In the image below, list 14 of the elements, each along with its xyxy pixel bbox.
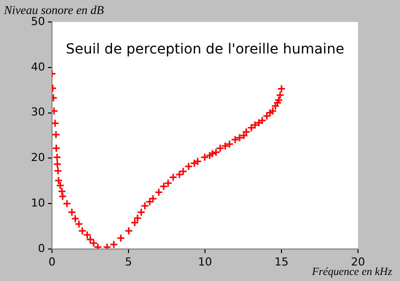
annotation: Seuil de perception de l'oreille humaine — [66, 42, 344, 58]
x-tick-label: 20 — [351, 255, 365, 268]
y-tick-label: 10 — [31, 196, 45, 210]
x-tick-label: 10 — [198, 255, 212, 268]
y-tick-label: 40 — [31, 60, 45, 74]
x-tick-label: 15 — [274, 255, 288, 268]
y-tick-label: 20 — [31, 151, 45, 164]
y-axis-title: Niveau sonore en dB — [4, 3, 104, 17]
y-tick-label: 30 — [31, 106, 45, 119]
y-tick-label: 0 — [38, 242, 45, 255]
x-tick-label: 0 — [48, 255, 56, 268]
y-tick-label: 50 — [31, 14, 45, 28]
x-tick-label: 5 — [125, 255, 132, 268]
x-axis-title: Fréquence en kHz — [312, 266, 392, 278]
